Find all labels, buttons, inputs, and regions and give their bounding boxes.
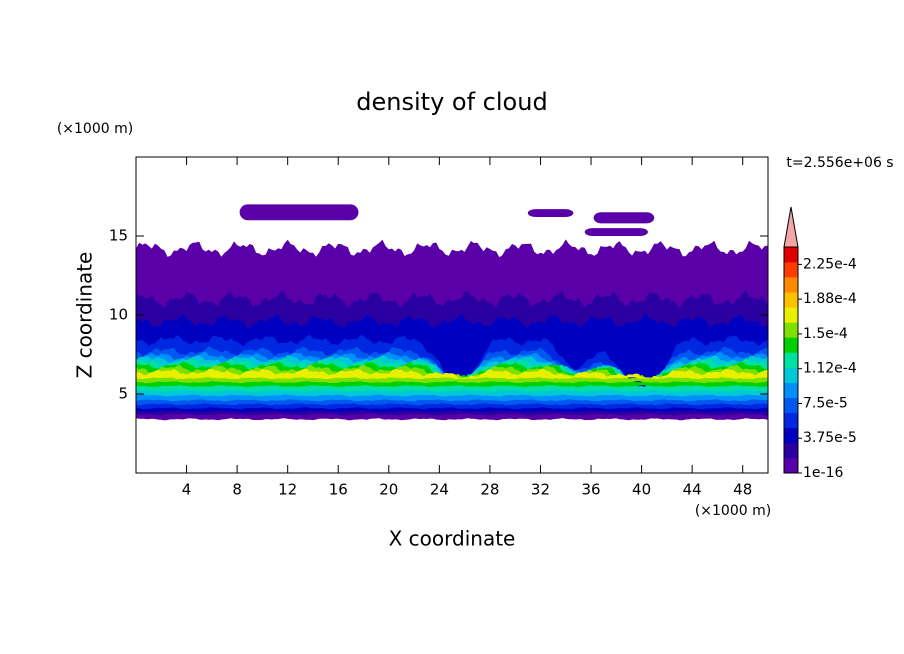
colorbar-tick-label: 1.12e-4: [803, 361, 857, 377]
colorbar-tick-label: 3.75e-5: [803, 430, 857, 446]
x-tick-label: 36: [581, 481, 600, 499]
colorbar-tick-label: 1e-16: [803, 465, 843, 481]
colorbar-band: [784, 292, 798, 308]
x-unit: (×1000 m): [695, 503, 771, 519]
cloud-patch: [584, 228, 648, 236]
x-tick-label: 12: [278, 481, 297, 499]
contour-field: [136, 204, 768, 421]
colorbar-band: [784, 412, 798, 429]
colorbar-band: [784, 397, 798, 414]
y-tick-label: 15: [109, 227, 128, 245]
colorbar-band: [784, 247, 798, 263]
chart-title: density of cloud: [356, 88, 547, 116]
y-tick-label: 5: [118, 385, 128, 403]
y-tick-label: 10: [109, 306, 128, 324]
x-tick-label: 24: [430, 481, 449, 499]
x-tick-label: 32: [531, 481, 550, 499]
x-tick-label: 16: [329, 481, 348, 499]
colorbar-band: [784, 382, 798, 398]
x-tick-label: 8: [232, 481, 242, 499]
colorbar-tick-label: 1.88e-4: [803, 291, 857, 307]
colorbar-frame: [783, 246, 799, 474]
contour-band: [136, 364, 768, 384]
colorbar-tick-label: 7.5e-5: [803, 395, 848, 411]
colorbar-band: [784, 262, 798, 278]
cloud-patch: [593, 212, 655, 224]
colorbar-band: [784, 277, 798, 293]
x-tick-label: 28: [480, 481, 499, 499]
colorbar-band: [784, 337, 798, 353]
colorbar-tick-label: 2.25e-4: [803, 256, 857, 272]
colorbar-tick-label: 1.5e-4: [803, 326, 848, 342]
colorbar-band: [784, 352, 798, 368]
contour-band: [136, 368, 768, 380]
x-tick-label: 44: [683, 481, 702, 499]
colorbar-band: [784, 457, 798, 474]
cloud-patch: [527, 209, 574, 218]
x-tick-label: 40: [632, 481, 651, 499]
time-label: t=2.556e+06 s: [786, 155, 893, 171]
colorbar-extend: [783, 206, 799, 248]
y-axis-label: Z coordinate: [73, 252, 97, 379]
colorbar-band: [784, 427, 798, 444]
x-tick-label: 48: [733, 481, 752, 499]
x-tick-label: 4: [182, 481, 192, 499]
colorbar-band: [784, 322, 798, 338]
x-axis-label: X coordinate: [389, 527, 516, 551]
y-unit: (×1000 m): [57, 121, 133, 137]
colorbar-band: [784, 367, 798, 383]
x-tick-label: 20: [379, 481, 398, 499]
colorbar-band: [784, 307, 798, 323]
cloud-patch: [239, 204, 359, 221]
colorbar-band: [784, 442, 798, 459]
